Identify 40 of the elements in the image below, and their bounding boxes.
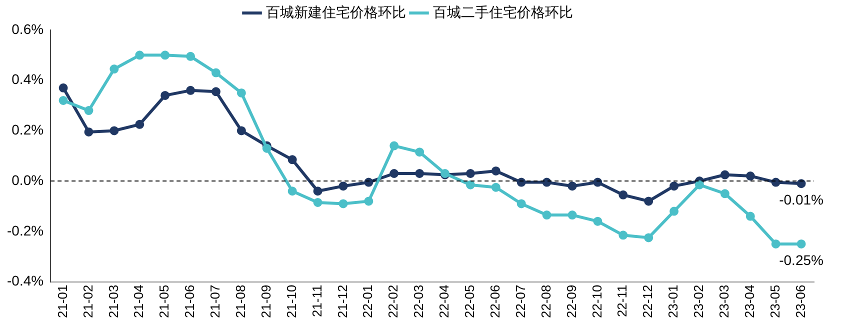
x-tick-label: 22-12 — [640, 284, 656, 318]
x-tick-label: 21-06 — [182, 284, 198, 318]
x-tick-label: 21-01 — [54, 284, 70, 318]
y-tick-label: 0.6% — [12, 20, 44, 37]
y-tick-label: -0.2% — [6, 222, 44, 238]
x-tick-label: 21-05 — [156, 284, 172, 318]
x-tick-label: 23-06 — [792, 284, 808, 318]
x-tick-label: 22-03 — [411, 284, 426, 318]
y-tick-label: 0.4% — [12, 71, 44, 88]
x-tick-label: 22-05 — [462, 284, 478, 318]
x-tick-label: 22-09 — [564, 284, 579, 318]
x-tick-label: 23-04 — [742, 284, 757, 318]
x-tick-label: 22-01 — [360, 284, 376, 318]
x-tick-label: 22-04 — [436, 284, 452, 318]
x-tick-label: 22-06 — [487, 284, 502, 318]
x-tick-label: 23-03 — [716, 284, 732, 318]
x-tick-label: 21-02 — [80, 284, 96, 318]
x-tick-label: 21-08 — [233, 284, 248, 318]
x-tick-label: 21-10 — [284, 284, 299, 318]
x-tick-label: 22-10 — [589, 284, 604, 318]
x-tick-label: 21-03 — [106, 284, 121, 318]
y-tick-label: 0.2% — [12, 122, 44, 138]
data-label: -0.25% — [779, 252, 824, 268]
x-tick-label: 21-12 — [334, 284, 350, 318]
x-tick-label: 22-02 — [386, 284, 401, 318]
x-tick-label: 22-08 — [538, 284, 554, 318]
x-tick-label: 23-05 — [767, 284, 782, 318]
x-tick-label: 21-07 — [208, 284, 223, 318]
x-tick-label: 23-02 — [691, 284, 706, 318]
x-tick-label: 21-11 — [309, 284, 324, 318]
legend-label: 百城新建住宅价格环比 — [266, 4, 406, 20]
x-tick-label: 22-11 — [614, 284, 630, 318]
y-tick-label: -0.4% — [6, 272, 44, 289]
y-tick-label: 0.0% — [12, 172, 44, 188]
data-label: -0.01% — [779, 191, 824, 208]
x-tick-label: 23-01 — [666, 284, 681, 318]
x-tick-label: 21-04 — [131, 284, 146, 318]
legend-label: 百城二手住宅价格环比 — [433, 4, 573, 20]
x-tick-label: 21-09 — [258, 284, 274, 318]
x-tick-label: 22-07 — [512, 284, 528, 318]
